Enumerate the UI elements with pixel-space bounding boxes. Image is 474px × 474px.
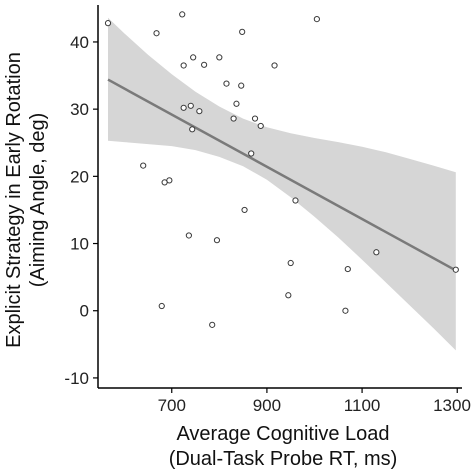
data-point [251,115,259,122]
data-point [180,62,187,69]
data-point [166,177,173,184]
y-tick-label: -10 [64,369,89,388]
y-axis-label-line1: Explicit Strategy in Early Rotation [3,52,25,348]
data-point [213,237,221,244]
y-tick-label: 30 [70,100,89,119]
y-axis-label-line2: (Aiming Angle, deg) [27,113,49,288]
data-point [373,249,380,256]
data-point [209,321,216,328]
fit-line-layer [107,78,457,272]
x-tick-label: 700 [158,396,186,415]
data-point [201,61,208,68]
data-point [190,54,197,61]
data-point [185,232,192,239]
x-axis-label-line1: Average Cognitive Load [176,423,389,445]
data-point [189,126,196,133]
x-tick-label: 900 [253,396,281,415]
data-point [158,302,165,310]
data-point [248,150,255,157]
x-tick-label: 1300 [433,396,471,415]
data-point [223,80,230,87]
data-point [271,62,278,69]
data-point [179,11,186,18]
data-point [285,292,292,299]
confidence-band [108,17,456,351]
x-axis-label-line2: (Dual-Task Probe RT, ms) [169,448,398,470]
data-point [187,102,194,109]
data-point [287,259,294,267]
x-tick-label: 1100 [344,396,381,415]
y-tick-label: 0 [80,302,89,321]
x-tick-labels: 700 900 1100 1300 [158,396,471,415]
data-point [140,162,147,169]
data-point [257,122,264,130]
y-tick-label: 10 [70,235,89,254]
data-point [239,28,246,35]
data-point [233,100,240,107]
data-point [180,104,187,111]
data-point [196,108,203,115]
data-point [342,307,349,314]
data-point [216,54,223,61]
data-point [292,197,299,204]
y-tick-label: 40 [70,33,89,52]
points-layer [104,11,459,328]
axes-layer [93,5,462,393]
data-point [313,16,320,23]
data-point [238,82,245,89]
data-point [230,115,237,122]
regression-line [107,78,457,272]
confidence-band-layer [108,17,456,351]
data-point [153,30,160,37]
y-tick-label: 20 [70,167,89,186]
data-point [452,266,459,273]
y-tick-labels: -10 0 10 20 30 40 [64,33,89,388]
data-point [104,20,112,27]
data-point [344,265,351,273]
data-point [241,206,248,214]
